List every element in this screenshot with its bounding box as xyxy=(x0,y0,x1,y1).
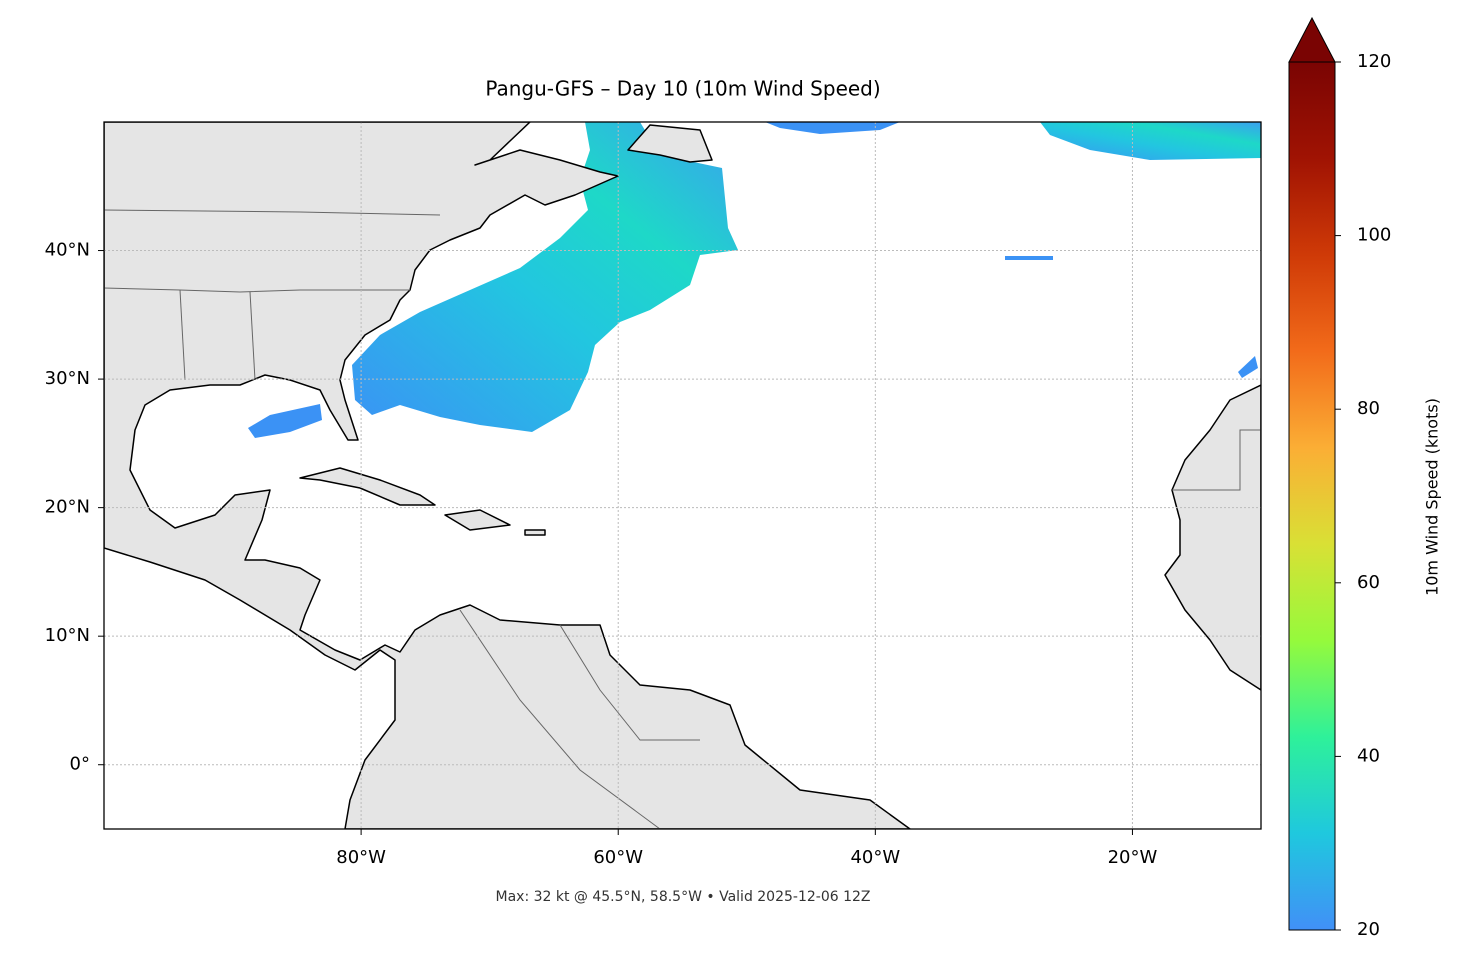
y-tick-label: 20°N xyxy=(45,497,90,518)
wind-patch xyxy=(248,404,322,438)
map-frame xyxy=(103,121,1262,830)
border xyxy=(1172,429,1261,491)
map-footer: Max: 32 kt @ 45.5°N, 58.5°W • Valid 2025… xyxy=(496,889,871,905)
puerto-rico xyxy=(524,529,546,536)
cuba xyxy=(299,467,436,506)
colorbar-label: 10m Wind Speed (knots) xyxy=(1423,398,1442,596)
colorbar-extend xyxy=(1288,16,1336,63)
wind-field xyxy=(232,122,1261,438)
wind-patch xyxy=(1005,256,1053,260)
hispaniola xyxy=(444,509,511,531)
map-axes: 80°W 60°W 40°W 20°W 0° 10°N 20°N 30°N 40°N xyxy=(45,240,1158,868)
wind-patch xyxy=(765,122,900,134)
wind-swath xyxy=(352,122,738,432)
border xyxy=(459,609,661,829)
map-layers xyxy=(104,122,1261,829)
africa xyxy=(1164,384,1261,691)
x-tick-label: 40°W xyxy=(850,847,900,868)
colorbar-gradient xyxy=(1288,61,1336,931)
border xyxy=(104,287,410,293)
x-tick-label: 80°W xyxy=(336,847,386,868)
x-tick-label: 20°W xyxy=(1108,847,1158,868)
border xyxy=(104,209,441,216)
border xyxy=(179,289,186,381)
americas xyxy=(104,122,911,829)
colorbar: 20 40 60 80 100 120 xyxy=(1288,16,1391,940)
colorbar-tick-label: 60 xyxy=(1357,572,1380,593)
colorbar-tick-label: 20 xyxy=(1357,919,1380,940)
colorbar-tick-label: 80 xyxy=(1357,398,1380,419)
y-tick-label: 40°N xyxy=(45,240,90,261)
y-tick-label: 10°N xyxy=(45,625,90,646)
wind-patch xyxy=(1238,356,1258,378)
border xyxy=(559,624,700,741)
wind-patch xyxy=(1040,122,1261,160)
y-tick-label: 30°N xyxy=(45,368,90,389)
gridlines xyxy=(104,122,1261,829)
colorbar-tick-label: 100 xyxy=(1357,225,1391,246)
map-title: Pangu-GFS – Day 10 (10m Wind Speed) xyxy=(485,77,880,101)
y-tick-label: 0° xyxy=(70,754,90,775)
border xyxy=(249,291,256,381)
borders xyxy=(104,209,1261,829)
land xyxy=(104,122,1261,829)
colorbar-tick-label: 120 xyxy=(1357,51,1391,72)
newfoundland xyxy=(627,124,713,163)
x-tick-label: 60°W xyxy=(593,847,643,868)
colorbar-tick-label: 40 xyxy=(1357,745,1380,766)
